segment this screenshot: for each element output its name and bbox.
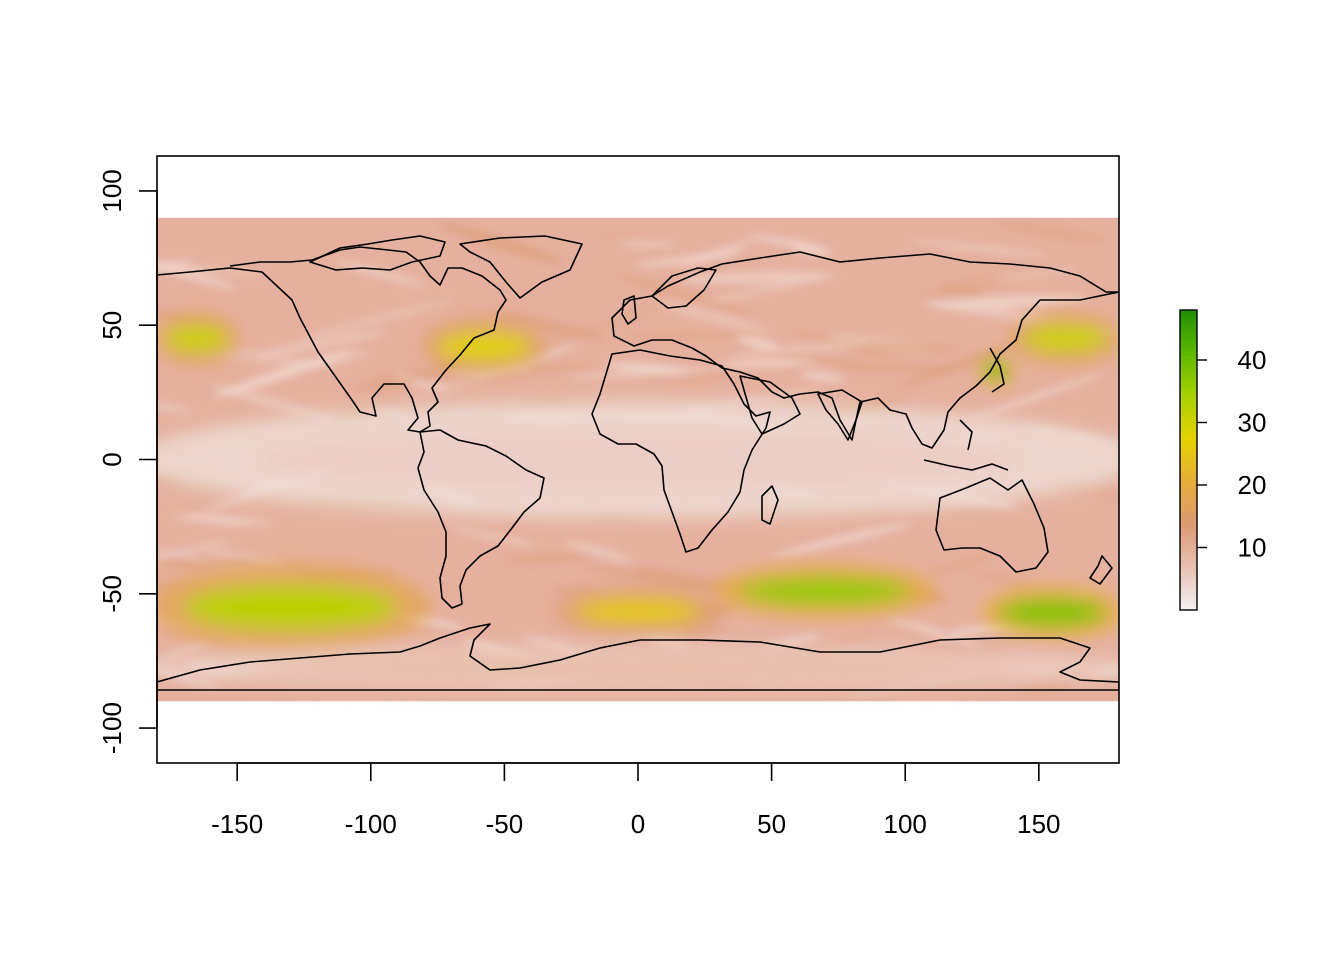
coast-eurasia	[611, 251, 1119, 449]
raster-streak	[914, 283, 1008, 298]
wind-feature	[183, 585, 398, 630]
wind-features	[157, 312, 1119, 690]
wind-feature	[739, 577, 911, 605]
raster-streak	[612, 272, 756, 317]
wind-feature	[998, 599, 1106, 626]
colorbar-legend: 10 20 30 40	[1179, 309, 1267, 611]
raster-streak	[465, 526, 530, 535]
raster-streak	[772, 522, 912, 558]
raster-streak	[1053, 482, 1119, 507]
coast-scandinavia	[651, 267, 717, 309]
raster-streak	[302, 299, 455, 339]
raster-streak	[505, 553, 590, 563]
raster-streak	[645, 635, 688, 649]
coast-north-america	[157, 246, 507, 433]
x-tick-label: -50	[486, 809, 524, 839]
raster-streak	[157, 398, 192, 414]
raster-streak	[923, 300, 1059, 327]
wind-feature	[165, 325, 230, 352]
raster-streak	[679, 271, 833, 285]
y-tick-label: -50	[97, 575, 127, 613]
raster-streak	[927, 644, 1004, 654]
y-tick-label: -100	[97, 702, 127, 754]
raster-streak	[737, 335, 779, 350]
coast-madagascar	[761, 485, 779, 525]
coast-australia	[935, 477, 1049, 573]
raster-streak	[943, 262, 1074, 284]
wind-feature	[253, 429, 1023, 490]
raster-streak	[594, 231, 644, 237]
raster-streak	[157, 540, 234, 563]
raster-streak	[656, 302, 769, 333]
raster-streak	[203, 493, 260, 511]
x-axis: -150 -100 -50 0 50 100 150	[211, 762, 1061, 839]
coast-maritime-asia	[923, 347, 1009, 471]
raster-streak	[412, 383, 462, 388]
coast-africa	[591, 349, 771, 553]
x-tick-label: -150	[211, 809, 263, 839]
wind-speed-raster	[157, 217, 1119, 702]
raster-streak	[440, 223, 564, 264]
raster-streak	[198, 547, 286, 566]
coast-antarctica	[157, 623, 1119, 691]
wind-feature	[573, 598, 703, 624]
colorbar-tick-label: 40	[1238, 345, 1267, 375]
y-axis: -100 -50 0 50 100	[97, 169, 158, 754]
coast-new-zealand	[1089, 555, 1113, 585]
colorbar-tick-label: 10	[1238, 533, 1267, 563]
y-tick-label: 50	[97, 311, 127, 340]
raster-streak	[995, 221, 1109, 243]
colorbar-tick-label: 20	[1238, 470, 1267, 500]
coastline-outline	[157, 235, 1119, 691]
raster-streak	[564, 541, 633, 562]
raster-streak	[616, 331, 770, 340]
raster-streak	[691, 273, 839, 306]
wind-feature	[1022, 325, 1109, 352]
x-tick-label: 150	[1017, 809, 1060, 839]
raster-streak	[928, 551, 1003, 574]
raster-streak	[539, 302, 673, 347]
coast-arabia	[739, 375, 801, 435]
raster-streak	[680, 240, 753, 267]
raster-streak	[964, 372, 1107, 422]
raster-streak	[157, 261, 268, 277]
coast-british-isles	[621, 295, 637, 325]
coast-india	[817, 389, 863, 441]
colorbar-ramp	[1179, 309, 1198, 611]
raster-streak	[605, 361, 692, 375]
raster-streak	[258, 330, 388, 356]
raster-streak	[730, 342, 871, 356]
x-tick-label: -100	[345, 809, 397, 839]
raster-streak	[525, 363, 599, 372]
raster-streak	[715, 358, 821, 368]
y-tick-label: 100	[97, 169, 127, 212]
raster-streak	[747, 234, 823, 250]
coast-south-america	[417, 429, 545, 609]
raster-streak	[964, 568, 1047, 593]
raster-streak	[665, 369, 737, 386]
raster-streak	[451, 527, 537, 547]
wind-feature	[253, 656, 1023, 679]
x-tick-label: 100	[884, 809, 927, 839]
raster-streak	[160, 640, 211, 660]
colorbar-tick-label: 30	[1238, 408, 1267, 438]
wind-feature	[436, 331, 533, 362]
raster-streak	[157, 253, 238, 289]
wind-feature	[983, 363, 1009, 379]
raster-streak	[618, 242, 677, 248]
x-tick-label: 0	[631, 809, 645, 839]
y-tick-label: 0	[97, 452, 127, 466]
raster-streak	[211, 384, 335, 422]
raster-streak	[631, 567, 735, 590]
raster-streak	[576, 563, 699, 589]
raster-streak	[181, 513, 274, 526]
coast-greenland	[459, 235, 583, 299]
raster-streak	[800, 370, 846, 383]
coast-arctic-islands	[309, 235, 446, 271]
raster-streak	[911, 239, 1048, 257]
x-tick-label: 50	[757, 809, 786, 839]
